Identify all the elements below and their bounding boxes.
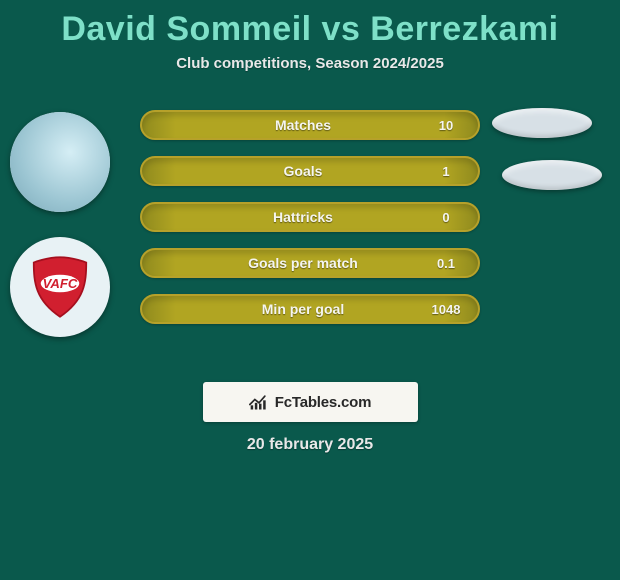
page-subtitle: Club competitions, Season 2024/2025 bbox=[0, 55, 620, 72]
indicator-ellipse bbox=[502, 160, 602, 190]
metric-value: 0.1 bbox=[418, 256, 478, 271]
vafc-crest: VAFC bbox=[10, 237, 110, 337]
svg-text:VAFC: VAFC bbox=[43, 276, 78, 291]
metric-value: 10 bbox=[418, 118, 478, 133]
player-photo-placeholder bbox=[10, 112, 110, 212]
page-title: David Sommeil vs Berrezkami bbox=[0, 0, 620, 49]
metric-label: Goals bbox=[142, 163, 418, 179]
metric-label: Hattricks bbox=[142, 209, 418, 225]
metric-row: Hattricks0 bbox=[140, 202, 480, 232]
metric-row: Matches10 bbox=[140, 110, 480, 140]
footer-date: 20 february 2025 bbox=[0, 436, 620, 454]
chart-icon bbox=[249, 393, 269, 411]
metric-value: 0 bbox=[418, 210, 478, 225]
comparison-panel: VAFC Matches10Goals1Hattricks0Goals per … bbox=[0, 102, 620, 362]
attribution-text: FcTables.com bbox=[275, 394, 372, 411]
metric-value: 1048 bbox=[418, 302, 478, 317]
metric-row: Goals1 bbox=[140, 156, 480, 186]
metric-row: Goals per match0.1 bbox=[140, 248, 480, 278]
metric-label: Goals per match bbox=[142, 255, 418, 271]
metric-value: 1 bbox=[418, 164, 478, 179]
player-avatar bbox=[10, 112, 110, 212]
attribution-badge[interactable]: FcTables.com bbox=[203, 382, 418, 422]
vafc-shield-icon: VAFC bbox=[25, 252, 95, 322]
indicator-ellipse bbox=[492, 108, 592, 138]
metric-row: Min per goal1048 bbox=[140, 294, 480, 324]
metric-label: Min per goal bbox=[142, 301, 418, 317]
metric-label: Matches bbox=[142, 117, 418, 133]
